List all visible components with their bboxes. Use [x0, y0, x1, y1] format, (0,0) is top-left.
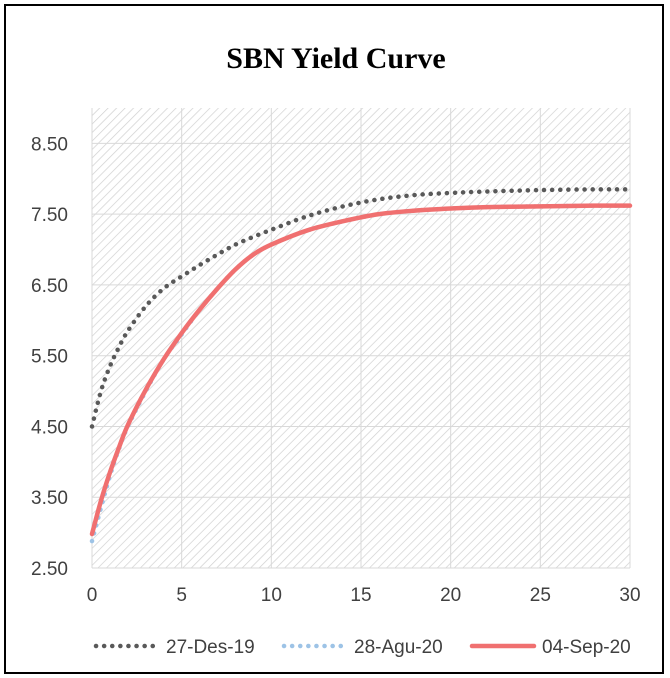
x-tick-label: 25 — [530, 585, 551, 606]
chart-frame: SBN Yield Curve 2.50 3.50 4.50 5.50 6.50 7.50… — [4, 4, 664, 674]
y-tick-label: 4.50 — [31, 417, 68, 438]
chart-svg: 2.50 3.50 4.50 5.50 6.50 7.50 8.50 0 5 10 15 20 25 3… — [31, 108, 641, 658]
x-tick-label: 30 — [619, 585, 640, 606]
series-line-0 — [89, 187, 633, 429]
legend-label-1: 28-Agu-20 — [354, 637, 443, 658]
y-tick-label: 7.50 — [31, 205, 68, 226]
y-axis-ticks: 2.50 3.50 4.50 5.50 6.50 7.50 8.50 — [31, 134, 68, 580]
y-tick-label: 5.50 — [31, 347, 68, 368]
x-tick-label: 10 — [261, 585, 282, 606]
legend-label-2: 04-Sep-20 — [542, 637, 631, 658]
series-lines — [89, 187, 633, 544]
x-tick-label: 15 — [350, 585, 371, 606]
x-tick-label: 5 — [176, 585, 187, 606]
y-tick-label: 2.50 — [31, 559, 68, 580]
x-tick-label: 20 — [440, 585, 461, 606]
x-axis-ticks: 0 5 10 15 20 25 30 — [87, 585, 641, 606]
series-line-2 — [89, 203, 633, 537]
legend-label-0: 27-Des-19 — [166, 637, 255, 658]
y-tick-label: 3.50 — [31, 488, 68, 509]
chart-title: SBN Yield Curve — [226, 42, 446, 75]
x-tick-label: 0 — [87, 585, 98, 606]
legend: 27-Des-19 28-Agu-20 04-Sep-20 — [93, 637, 631, 658]
grid-lines — [91, 108, 631, 569]
y-tick-label: 6.50 — [31, 276, 68, 297]
y-tick-label: 8.50 — [31, 134, 68, 155]
